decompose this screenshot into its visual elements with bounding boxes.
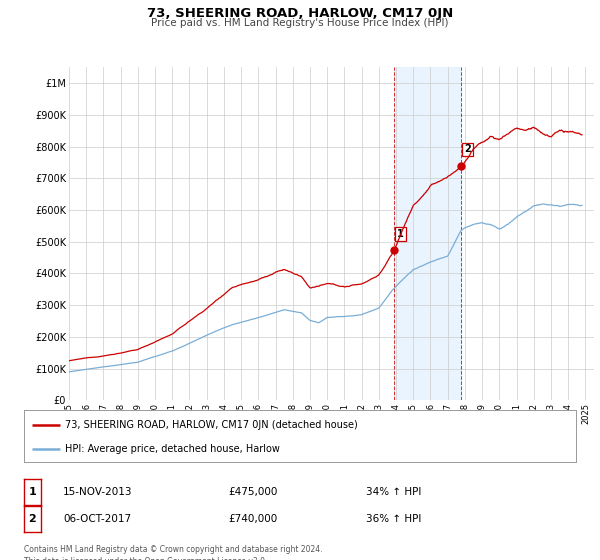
Bar [394, 67, 461, 400]
Text: 2: 2 [29, 514, 36, 524]
Text: 36% ↑ HPI: 36% ↑ HPI [366, 514, 421, 524]
Text: 06-OCT-2017: 06-OCT-2017 [63, 514, 131, 524]
Text: £740,000: £740,000 [228, 514, 277, 524]
Text: 15-NOV-2013: 15-NOV-2013 [63, 487, 133, 497]
Text: 73, SHEERING ROAD, HARLOW, CM17 0JN (detached house): 73, SHEERING ROAD, HARLOW, CM17 0JN (det… [65, 420, 358, 430]
Text: Price paid vs. HM Land Registry's House Price Index (HPI): Price paid vs. HM Land Registry's House … [151, 18, 449, 28]
Text: HPI: Average price, detached house, Harlow: HPI: Average price, detached house, Harl… [65, 444, 280, 454]
Text: Contains HM Land Registry data © Crown copyright and database right 2024.
This d: Contains HM Land Registry data © Crown c… [24, 545, 323, 560]
Text: 73, SHEERING ROAD, HARLOW, CM17 0JN: 73, SHEERING ROAD, HARLOW, CM17 0JN [147, 7, 453, 20]
Text: 1: 1 [29, 487, 36, 497]
Text: 34% ↑ HPI: 34% ↑ HPI [366, 487, 421, 497]
Text: 1: 1 [397, 228, 404, 239]
Text: £475,000: £475,000 [228, 487, 277, 497]
Text: 2: 2 [464, 144, 471, 155]
